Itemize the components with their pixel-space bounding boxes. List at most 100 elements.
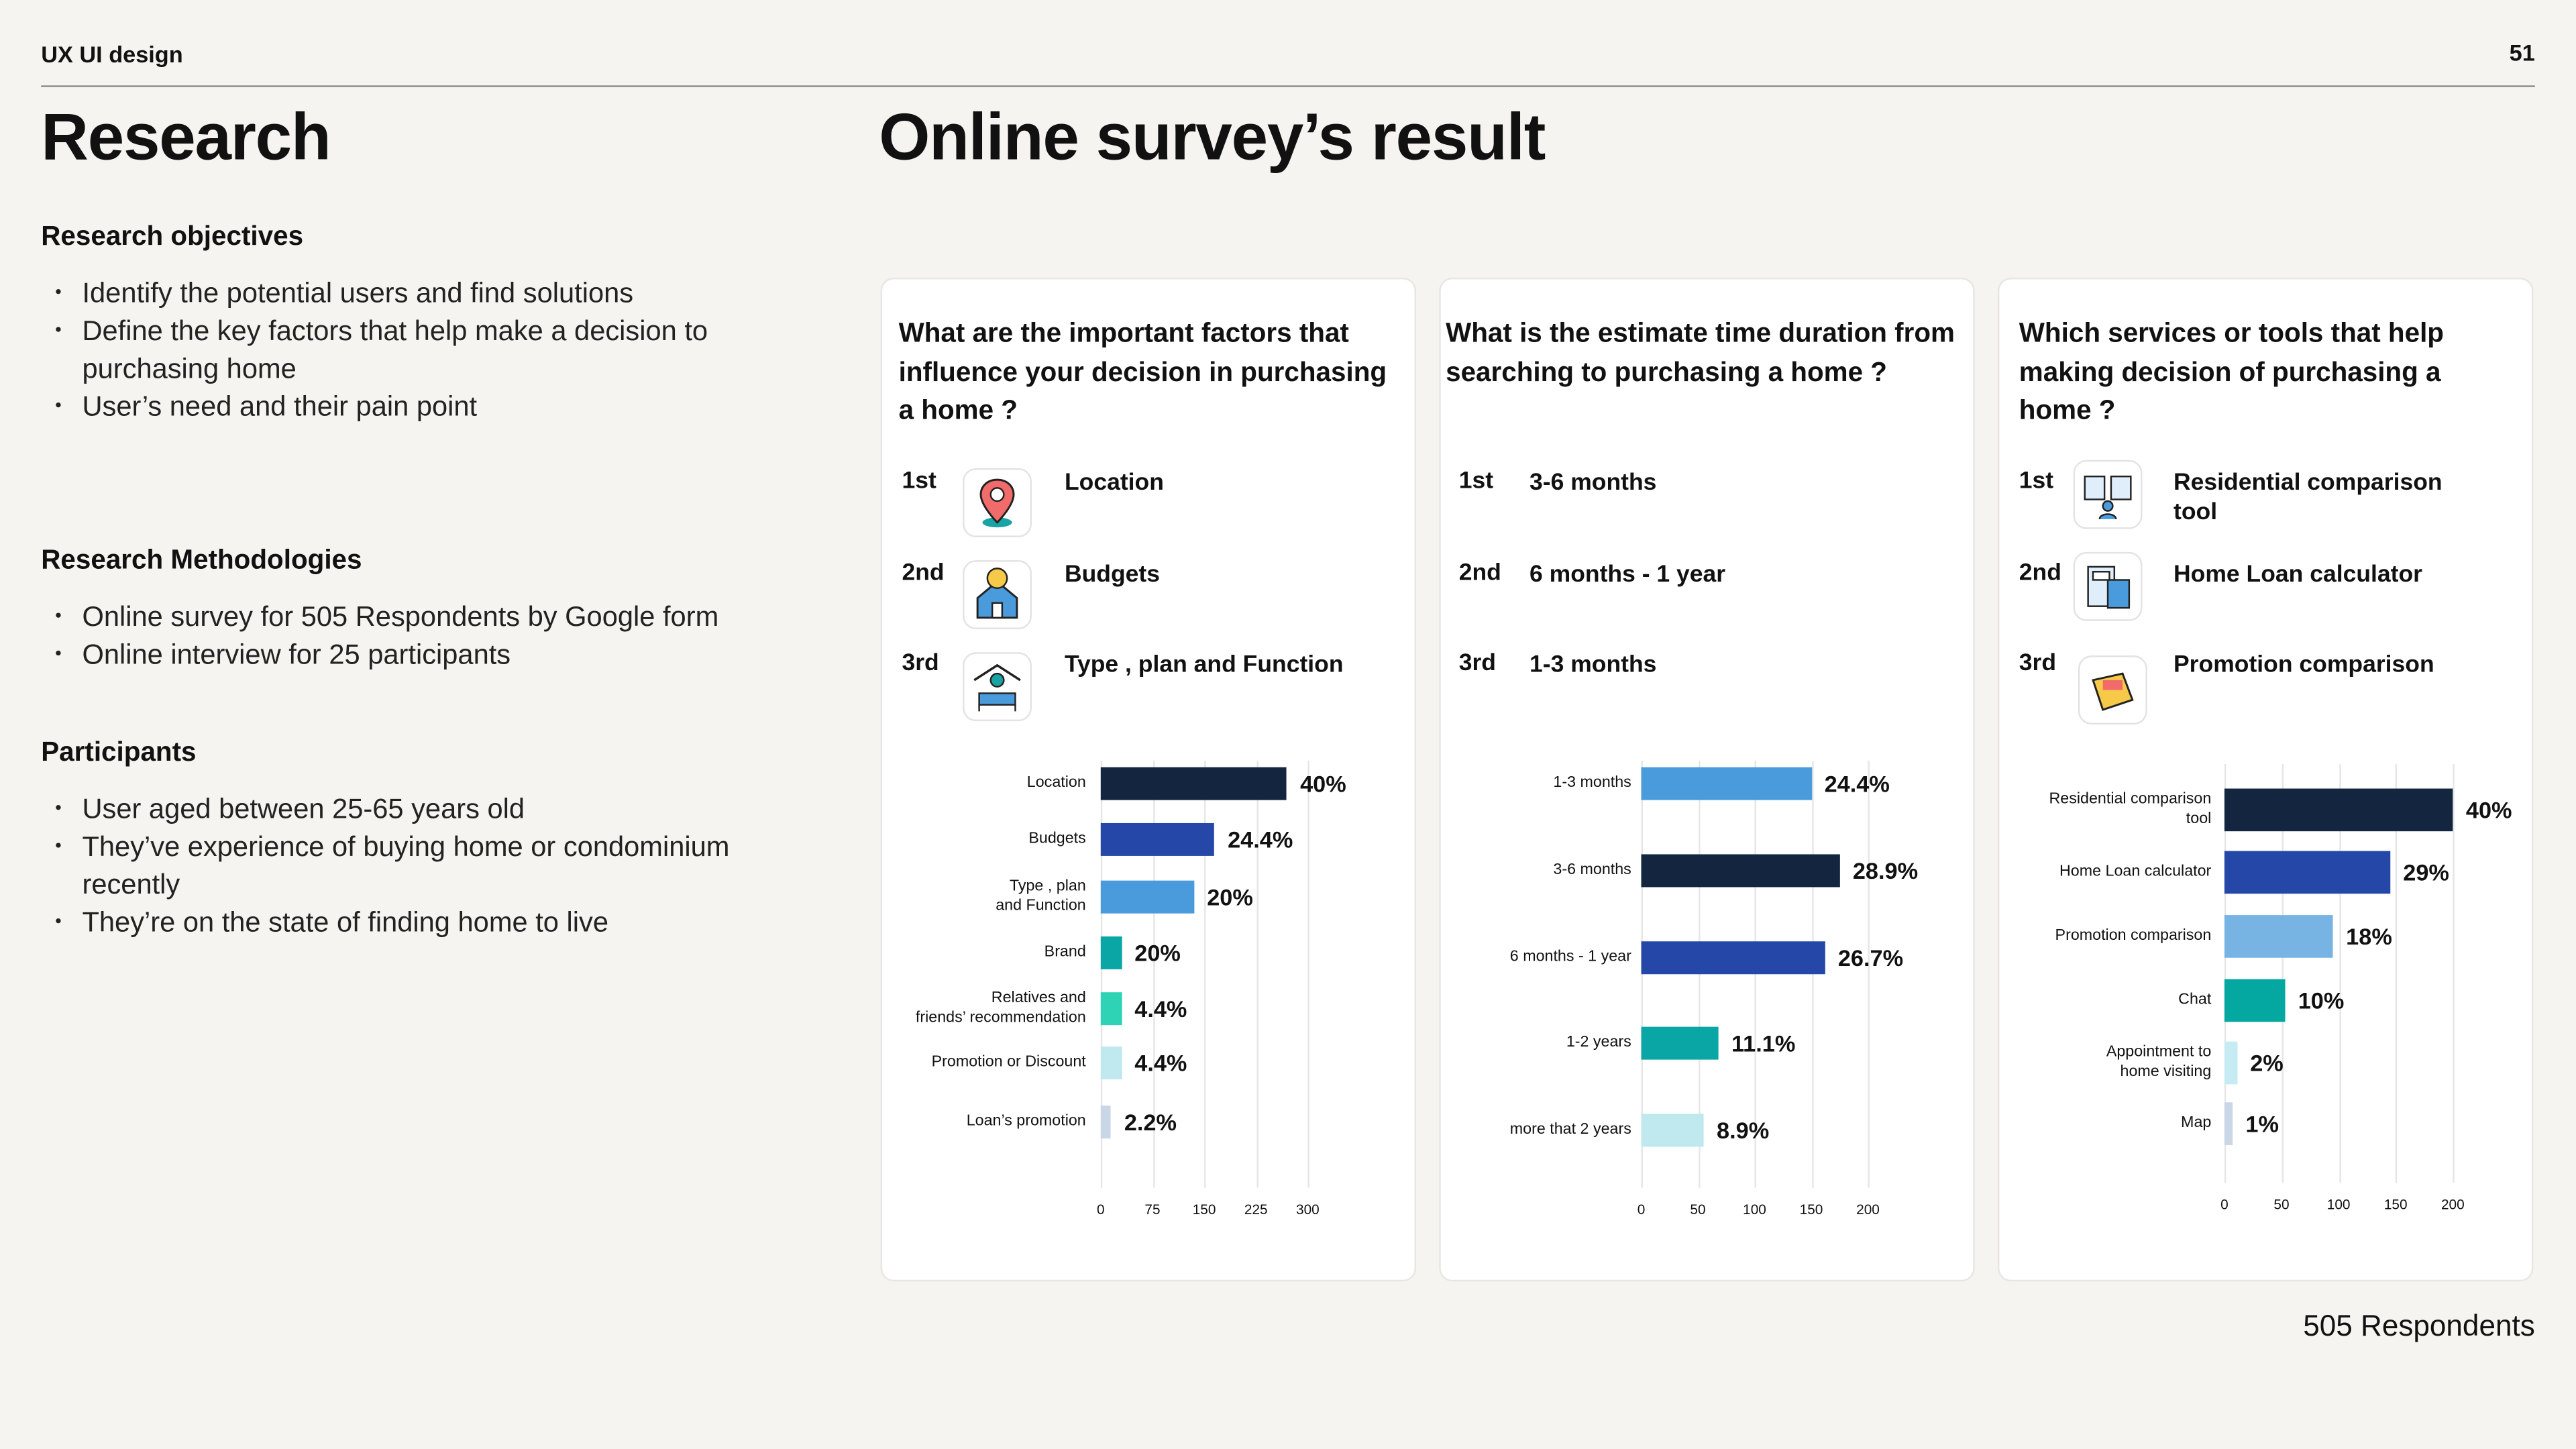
x-tick-label: 50: [1690, 1201, 1706, 1218]
section-heading: Research Methodologies: [41, 545, 362, 576]
bar: [1100, 880, 1194, 914]
rank-label: Residential comparison tool: [2174, 470, 2443, 526]
bar: [1641, 1114, 1704, 1147]
x-tick-label: 300: [1296, 1201, 1320, 1218]
rank-label: Location: [1064, 470, 1164, 496]
bar: [1641, 767, 1812, 800]
rank-label: 3-6 months: [1529, 470, 1657, 496]
data-label: 29%: [2403, 859, 2449, 886]
category-label: Type , plan and Function: [996, 877, 1086, 916]
question: Which services or tools that help making…: [2019, 319, 2445, 426]
data-label: 28.9%: [1852, 857, 1919, 884]
bar: [1641, 1026, 1719, 1060]
bullet-dot: [56, 650, 61, 656]
bullet-dot: [56, 402, 61, 408]
rank-label: Promotion comparison: [2174, 652, 2434, 679]
bar: [2224, 1102, 2233, 1145]
section-label: UX UI design: [41, 41, 183, 68]
bar: [2224, 1041, 2237, 1085]
data-label: 24.4%: [1824, 770, 1890, 797]
data-label: 18%: [2346, 923, 2392, 950]
rank: 3rd: [2019, 650, 2057, 677]
category-label: more that 2 years: [1509, 1120, 1631, 1139]
data-label: 1%: [2245, 1110, 2279, 1137]
category-label: Promotion or Discount: [931, 1053, 1086, 1071]
bullet-dot: [56, 843, 61, 848]
grid-line: [1152, 760, 1155, 1188]
bullet-text: Identify the potential users and find so…: [82, 277, 634, 309]
section-heading: Participants: [41, 737, 197, 767]
rank-label: Budgets: [1064, 561, 1160, 588]
x-tick-label: 100: [2326, 1195, 2351, 1213]
bullet-dot: [56, 612, 61, 618]
question: What is the estimate time duration from …: [1446, 319, 1955, 387]
bullet-text: User’s need and their pain point: [82, 390, 478, 423]
category-label: Loan’s promotion: [966, 1112, 1086, 1130]
main-title: Online survey’s result: [879, 101, 1546, 174]
data-label: 20%: [1207, 883, 1253, 910]
page-number: 51: [2509, 39, 2535, 66]
data-label: 4.4%: [1134, 1049, 1187, 1077]
category-label: Brand: [1044, 943, 1086, 961]
rank-label: Home Loan calculator: [2174, 561, 2422, 588]
data-label: 2.2%: [1124, 1109, 1177, 1136]
grid-line: [1868, 760, 1870, 1188]
x-tick-label: 50: [2273, 1195, 2290, 1213]
category-label: Map: [2181, 1114, 2212, 1132]
rank: 2nd: [902, 560, 945, 587]
rank: 2nd: [1458, 560, 1501, 587]
bullet-dot: [56, 918, 61, 924]
icon-location: [963, 468, 1032, 537]
grid-line: [1256, 760, 1258, 1188]
rank: 2nd: [2019, 560, 2061, 587]
icon-calculator: [2073, 551, 2143, 621]
rank: 3rd: [1458, 650, 1496, 677]
bullet-dot: [56, 289, 61, 294]
icon-compare: [2073, 460, 2143, 529]
x-tick-label: 225: [1244, 1201, 1268, 1218]
category-label: Relatives and friends’ recommendation: [915, 989, 1086, 1027]
category-label: Chat: [2178, 990, 2212, 1009]
bar: [1100, 992, 1122, 1026]
bar: [1100, 1106, 1112, 1139]
left-title: Research: [41, 101, 331, 174]
data-label: 26.7%: [1837, 945, 1904, 971]
bullet-text: User aged between 25-65 years old: [82, 793, 525, 825]
bullet-text: They’ve experience of buying home or con…: [82, 831, 730, 901]
icon-plan: [963, 652, 1032, 722]
category-label: 1-2 years: [1566, 1033, 1631, 1052]
rank: 1st: [2019, 468, 2054, 495]
grid-line: [2453, 763, 2455, 1183]
card: [1997, 277, 2534, 1282]
data-label: 40%: [2465, 796, 2512, 823]
x-tick-label: 0: [2220, 1195, 2229, 1213]
bar: [2224, 788, 2453, 832]
data-label: 40%: [1300, 770, 1346, 797]
rank: 1st: [902, 468, 936, 495]
rank-label: 1-3 months: [1529, 652, 1657, 679]
bar: [1641, 941, 1825, 975]
bullet-dot: [56, 805, 61, 810]
header-rule: [41, 85, 2535, 87]
bullet-text: They’re on the state of finding home to …: [82, 906, 609, 938]
grid-line: [2396, 763, 2398, 1183]
category-label: Promotion comparison: [2055, 926, 2212, 945]
x-tick-label: 75: [1144, 1201, 1161, 1218]
data-label: 8.9%: [1717, 1117, 1770, 1144]
icon-budget: [963, 560, 1032, 629]
bar: [1641, 854, 1840, 888]
footer-note: 505 Respondents: [2303, 1309, 2535, 1342]
x-tick-label: 100: [1743, 1201, 1766, 1218]
category-label: Appointment to home visiting: [2106, 1043, 2212, 1081]
bar: [1100, 1046, 1122, 1079]
bullet-text: Define the key factors that help make a …: [82, 315, 708, 385]
x-tick-label: 200: [1856, 1201, 1880, 1218]
rank-label: 6 months - 1 year: [1529, 561, 1726, 588]
x-tick-label: 0: [1097, 1201, 1105, 1218]
bar: [1100, 822, 1215, 856]
data-label: 2%: [2250, 1049, 2284, 1077]
grid-line: [1204, 760, 1206, 1188]
category-label: Location: [1026, 773, 1086, 792]
data-label: 11.1%: [1731, 1030, 1796, 1057]
